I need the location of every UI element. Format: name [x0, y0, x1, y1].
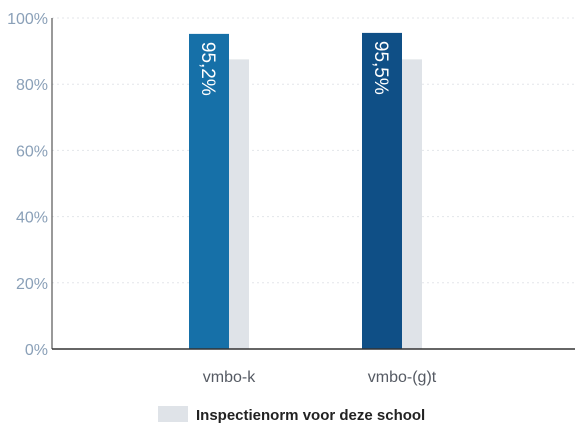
data-labels: 95,2% 95,5% — [197, 41, 391, 96]
x-category-label: vmbo-k — [203, 369, 256, 386]
y-tick-label: 40% — [16, 210, 48, 227]
bar-vmbo-k — [189, 33, 229, 349]
data-label-vmbo-(g)t: 95,5% — [370, 41, 391, 95]
y-tick-label: 0% — [25, 342, 48, 359]
x-axis-categories: vmbo-k vmbo-(g)t — [203, 369, 437, 386]
bar-vmbo-(g)t — [362, 32, 402, 350]
legend-swatch-inspectienorm — [158, 406, 188, 422]
legend: Inspectienorm voor deze school — [158, 406, 425, 424]
x-category-label: vmbo-(g)t — [368, 369, 437, 386]
bar-inspectienorm-vmbo-(g)t — [402, 59, 422, 349]
y-tick-label: 100% — [7, 11, 48, 28]
y-tick-label: 80% — [16, 77, 48, 94]
y-tick-label: 20% — [16, 276, 48, 293]
bars — [189, 32, 422, 350]
data-label-vmbo-k: 95,2% — [197, 42, 218, 96]
grid-lines — [52, 17, 575, 284]
legend-label-inspectienorm: Inspectienorm voor deze school — [196, 407, 425, 424]
y-tick-label: 60% — [16, 143, 48, 160]
y-axis-ticks: 0% 20% 40% 60% 80% 100% — [7, 11, 48, 359]
bar-inspectienorm-vmbo-k — [229, 59, 249, 349]
